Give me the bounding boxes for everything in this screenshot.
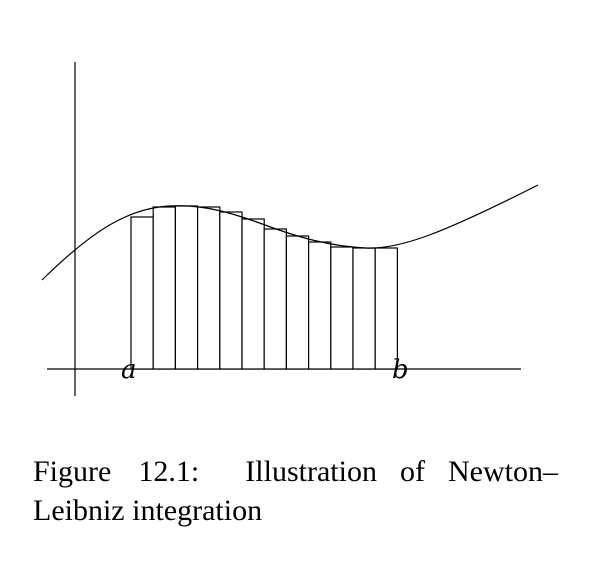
caption-number: Figure 12.1:	[33, 455, 200, 488]
riemann-rectangle	[263, 228, 288, 370]
riemann-rectangle	[152, 206, 176, 370]
riemann-rectangle	[130, 216, 154, 370]
riemann-rectangle	[330, 246, 354, 370]
riemann-rectangle	[374, 247, 399, 370]
riemann-rectangle	[285, 235, 310, 370]
riemann-rectangle	[219, 211, 243, 370]
caption-text: Illustration of Newton–Leibniz integrati…	[33, 455, 558, 527]
upper-bound-label: b	[392, 355, 409, 385]
riemann-rectangle	[308, 241, 332, 370]
function-curve	[41, 184, 539, 281]
riemann-rectangles	[130, 205, 399, 370]
figure-diagram: a b	[41, 62, 539, 396]
riemann-rectangle	[241, 218, 265, 370]
figure-caption: Figure 12.1: Illustration of Newton–Leib…	[33, 452, 558, 530]
riemann-rectangle	[174, 205, 199, 370]
lower-bound-label: a	[121, 355, 137, 385]
riemann-rectangle	[352, 247, 376, 370]
riemann-rectangle	[197, 206, 221, 370]
